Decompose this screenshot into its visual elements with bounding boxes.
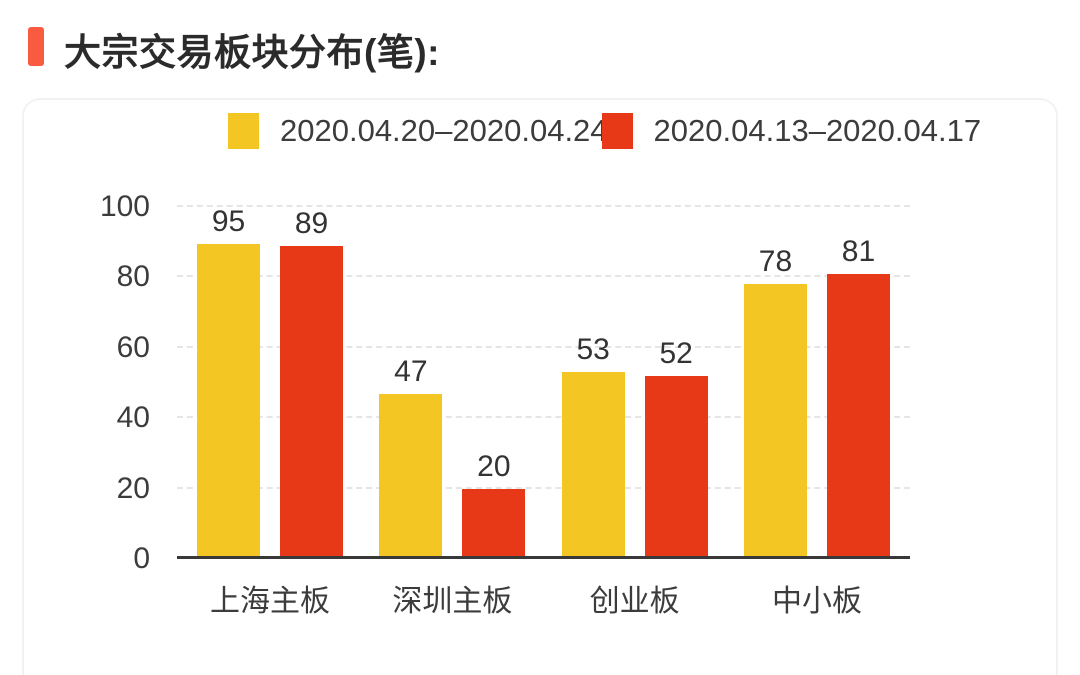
bar-group: 78 81 xyxy=(743,207,890,559)
x-axis-label: 上海主板 xyxy=(210,585,330,618)
bar xyxy=(561,372,625,559)
bar xyxy=(462,488,526,559)
bar xyxy=(644,375,708,559)
bar-group: 47 20 xyxy=(379,207,526,559)
bar xyxy=(743,284,807,559)
bar-value-label: 53 xyxy=(576,333,610,367)
bar-cell: 89 xyxy=(280,207,343,559)
legend-label: 2020.04.13–2020.04.17 xyxy=(653,113,982,148)
bar-value-label: 95 xyxy=(211,205,246,238)
legend-swatch xyxy=(228,113,259,149)
bar xyxy=(379,393,443,559)
gridline xyxy=(177,205,910,207)
legend-swatch xyxy=(601,113,633,149)
legend-label: 2020.04.20–2020.04.24 xyxy=(280,113,608,148)
bar-value-label: 81 xyxy=(841,234,876,268)
legend-item: 2020.04.20–2020.04.24 xyxy=(228,113,608,149)
gridline xyxy=(177,416,910,419)
page-title: 大宗交易板块分布(笔): xyxy=(64,32,440,73)
x-axis-label: 深圳主板 xyxy=(392,585,513,618)
plot-area: 95 89 47 20 53 52 78 81 xyxy=(177,205,910,559)
bar xyxy=(280,245,343,559)
y-axis-tick: 20 xyxy=(116,471,150,505)
y-axis-tick: 100 xyxy=(99,190,150,223)
legend: 2020.04.20–2020.04.24 2020.04.13–2020.04.… xyxy=(228,113,981,149)
gridline xyxy=(177,345,910,348)
title-accent-bar xyxy=(28,27,44,66)
bar-value-label: 89 xyxy=(294,206,329,240)
chart-card: 2020.04.20–2020.04.24 2020.04.13–2020.04.… xyxy=(22,98,1058,675)
x-axis-labels: 上海主板 深圳主板 创业板 中小板 xyxy=(177,576,910,620)
legend-item: 2020.04.13–2020.04.17 xyxy=(601,113,982,149)
bar xyxy=(826,273,890,559)
y-axis: 0 20 40 60 80 100 xyxy=(24,192,150,574)
bar-groups: 95 89 47 20 53 52 78 81 xyxy=(177,207,910,559)
bar-value-label: 47 xyxy=(394,354,428,388)
y-axis-tick: 80 xyxy=(116,260,150,294)
bar-group: 95 89 xyxy=(197,207,343,559)
x-axis-label: 中小板 xyxy=(771,585,862,618)
bar-cell: 52 xyxy=(644,207,708,559)
bar-cell: 78 xyxy=(743,207,807,559)
gridline xyxy=(177,275,910,278)
bar-value-label: 20 xyxy=(477,449,511,483)
gridline xyxy=(177,486,910,489)
bar-cell: 53 xyxy=(561,207,625,559)
bar-cell: 81 xyxy=(826,207,890,559)
bar-cell: 95 xyxy=(197,207,260,559)
bar xyxy=(197,244,260,559)
y-axis-tick: 60 xyxy=(116,330,150,364)
x-axis-label: 创业板 xyxy=(589,585,680,618)
y-axis-tick: 40 xyxy=(116,401,150,435)
bar-cell: 20 xyxy=(462,207,526,559)
x-axis-line xyxy=(177,556,910,559)
bar-value-label: 78 xyxy=(758,245,793,279)
bar-value-label: 52 xyxy=(659,336,693,370)
bar-cell: 47 xyxy=(379,207,443,559)
y-axis-tick: 0 xyxy=(133,542,150,575)
bar-group: 53 52 xyxy=(561,207,708,559)
